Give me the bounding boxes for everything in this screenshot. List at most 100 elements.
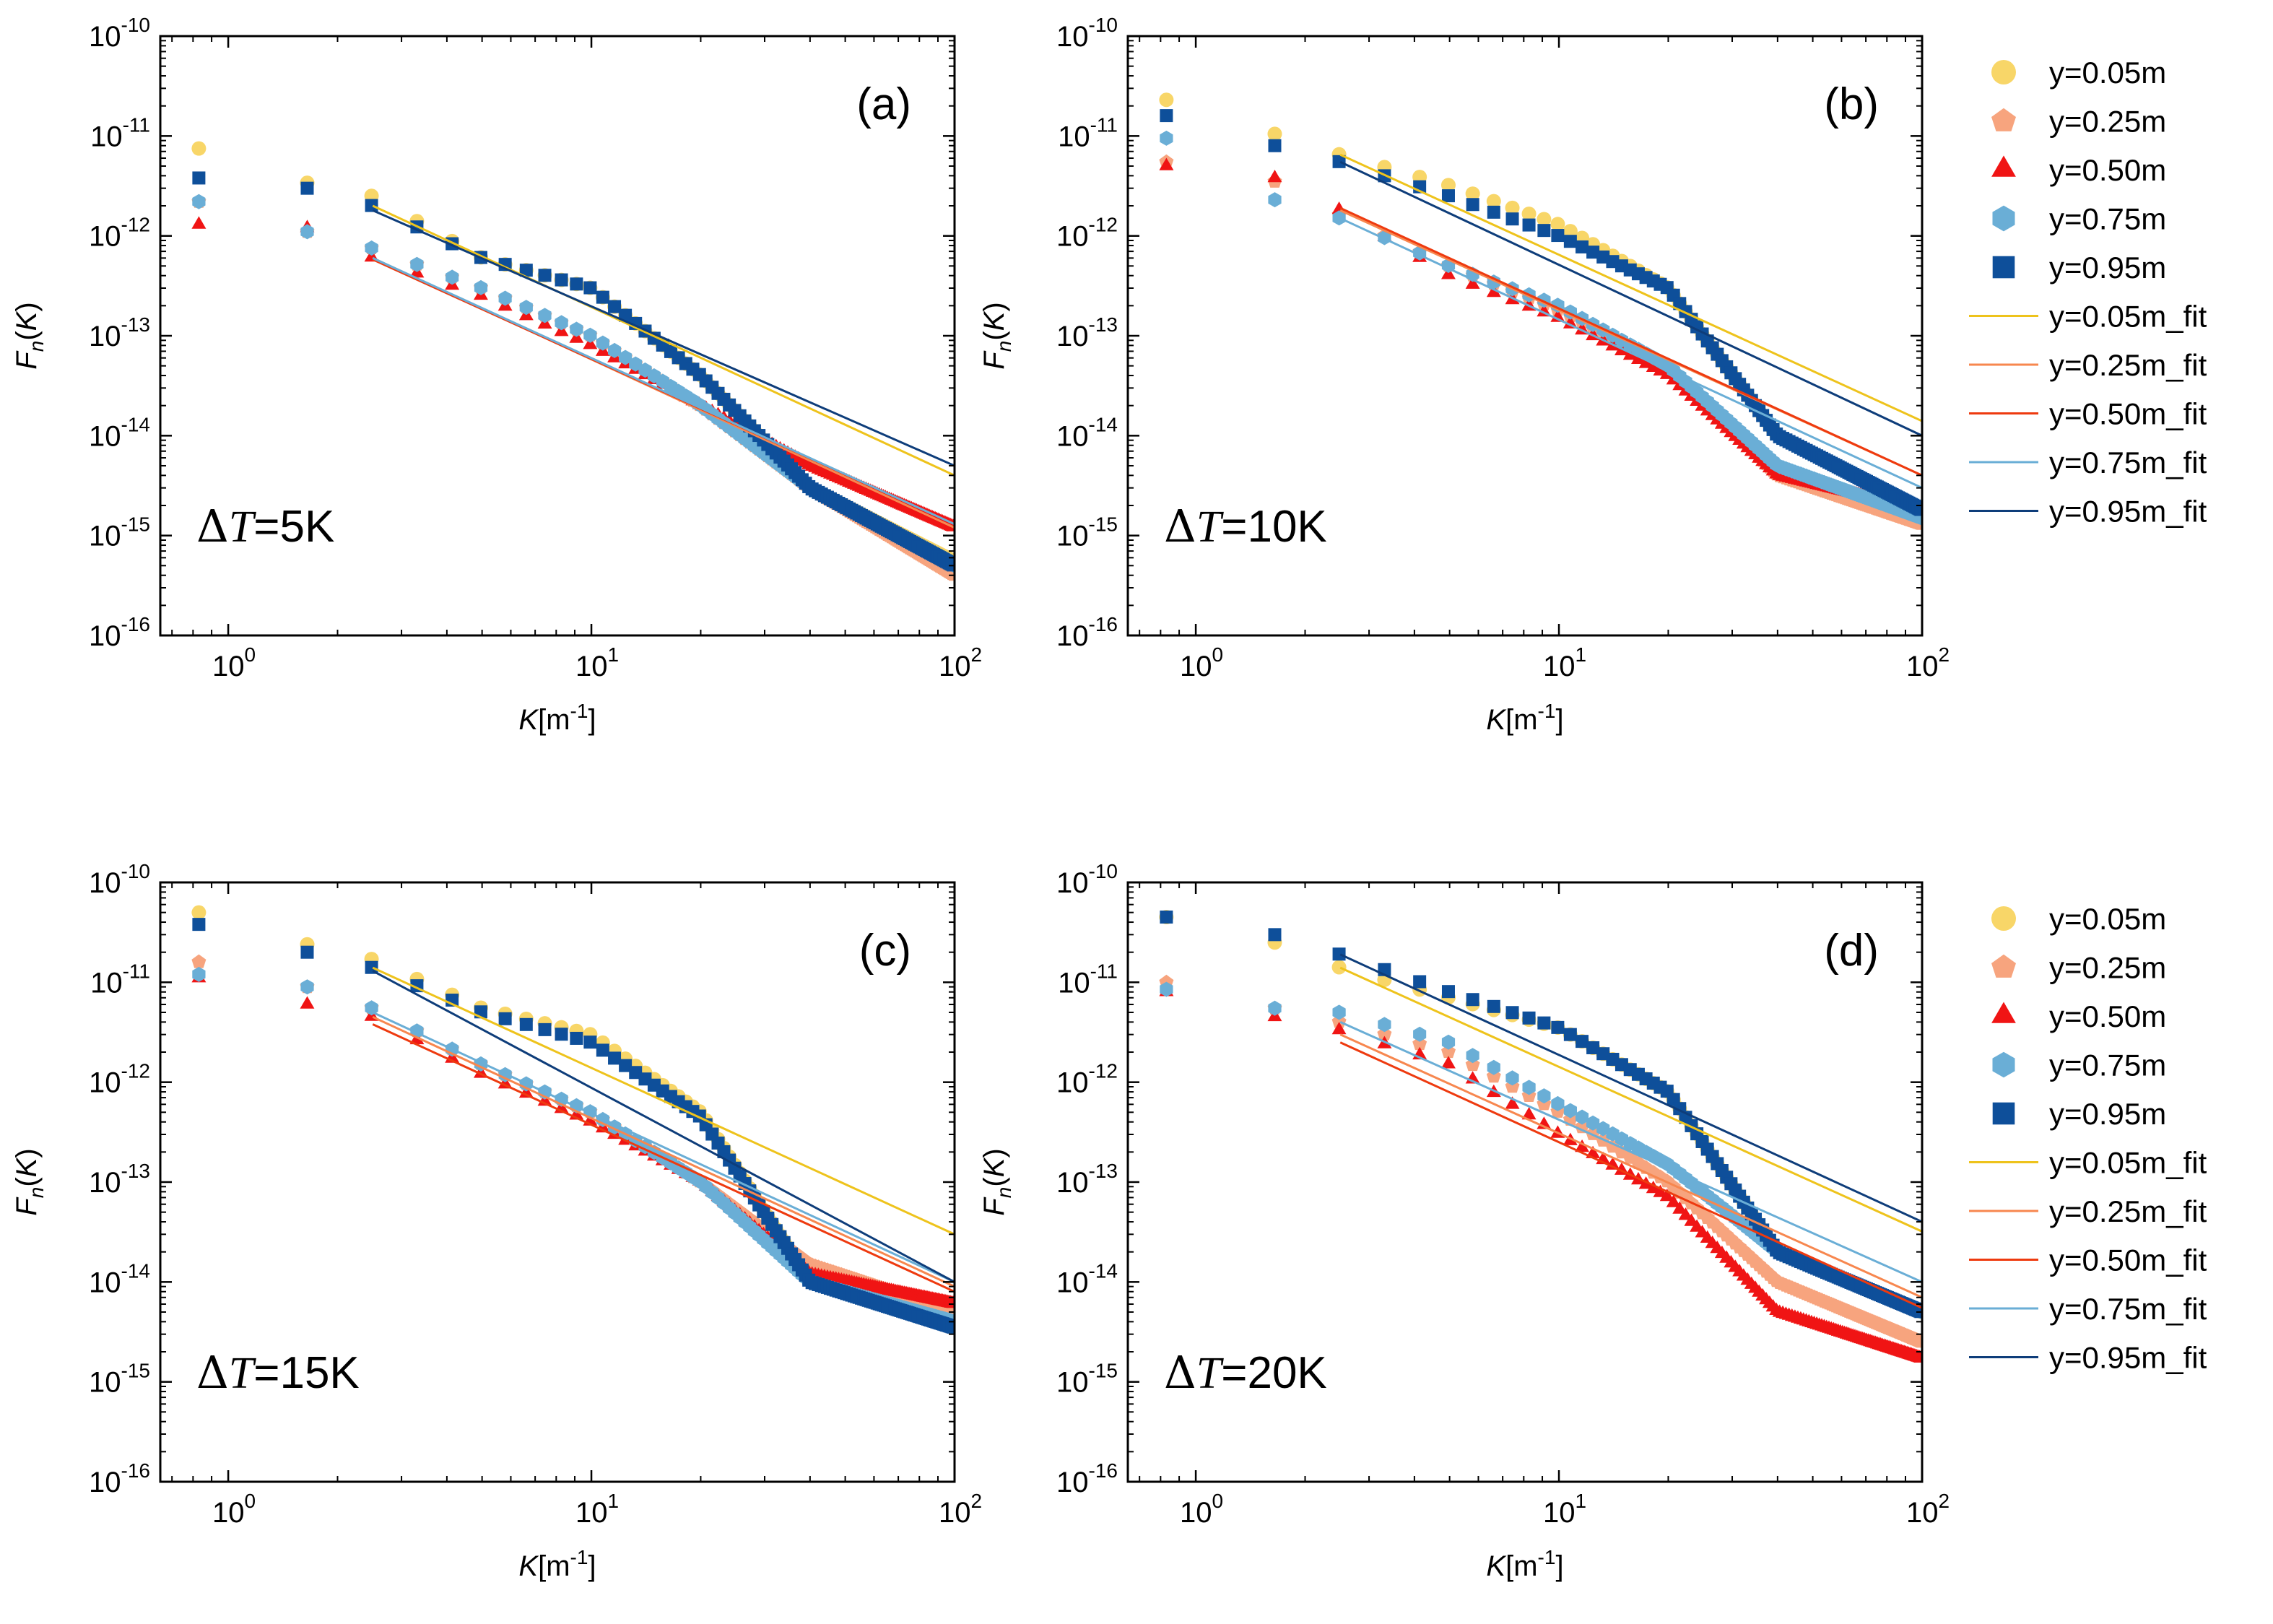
fit-line — [372, 970, 955, 1283]
plot-area — [1159, 909, 1922, 1363]
x-tick-label: 101 — [575, 643, 619, 682]
y-axis-label: Fn(K) — [978, 302, 1015, 369]
data-point — [1522, 1080, 1536, 1095]
x-axis-label: K[m-1] — [518, 700, 596, 736]
legend-label: y=0.50m — [2049, 153, 2166, 187]
data-point — [1551, 1020, 1565, 1034]
legend-marker — [1992, 1051, 2015, 1078]
tick-base: 10 — [1056, 867, 1089, 899]
data-point — [1465, 276, 1480, 289]
data-point — [191, 216, 207, 229]
y-tick-label: 10-15 — [1056, 1360, 1118, 1399]
data-point — [1487, 999, 1500, 1013]
y-tick-label: 10-13 — [89, 313, 150, 352]
data-point — [1551, 229, 1565, 243]
legend: y=0.05m y=0.25m y=0.50m y=0.75m y=0.95m y=0.0… — [1969, 902, 2207, 1375]
data-point — [538, 308, 552, 324]
data-point — [1160, 981, 1173, 997]
y-label-base: F — [11, 1197, 43, 1216]
x-label-unit: [m — [538, 1550, 570, 1582]
data-point — [555, 273, 568, 287]
legend-label: y=0.25m_fit — [2049, 1194, 2207, 1228]
x-label-symbol: K — [1486, 1550, 1507, 1582]
x-tick-label: 100 — [212, 643, 256, 682]
x-label-exponent: -1 — [570, 700, 588, 722]
fit-line — [372, 1023, 955, 1293]
annotation-symbol: T — [1196, 503, 1225, 552]
tick-base: 10 — [89, 1167, 121, 1199]
x-axis-label: K[m-1] — [1486, 700, 1563, 736]
legend-label: y=0.05m_fit — [2049, 300, 2207, 334]
y-label-subscript: n — [25, 341, 48, 352]
y-label-arg: K — [978, 1156, 1010, 1177]
y-tick-label: 10-11 — [90, 960, 150, 999]
data-point — [596, 335, 609, 351]
x-label-close: ] — [1555, 704, 1563, 736]
tick-exponent: -13 — [1089, 313, 1118, 336]
tick-base: 10 — [89, 321, 121, 352]
tick-exponent: -14 — [1089, 413, 1118, 435]
data-point — [1487, 205, 1500, 219]
tick-exponent: -14 — [1089, 1259, 1118, 1282]
fit-line — [372, 204, 955, 477]
data-point — [519, 1017, 533, 1031]
tick-base: 10 — [1180, 1497, 1212, 1529]
data-point — [1159, 157, 1174, 170]
y-tick-label: 10-14 — [1056, 1259, 1118, 1298]
x-label-unit: [m — [1505, 1550, 1537, 1582]
panel-label: (c) — [859, 926, 911, 976]
tick-exponent: 2 — [1938, 643, 1950, 666]
legend-label: y=0.25m_fit — [2049, 348, 2207, 382]
data-point — [946, 1295, 955, 1308]
tick-base: 10 — [89, 21, 121, 53]
tick-base: 10 — [1543, 1497, 1576, 1529]
tick-base: 10 — [89, 521, 121, 552]
delta-t-annotation: ΔT=15K — [196, 1346, 360, 1399]
data-point — [1631, 351, 1646, 364]
data-point — [583, 1035, 597, 1049]
tick-base: 10 — [1056, 1267, 1089, 1298]
tick-base: 10 — [1543, 651, 1576, 682]
y-tick-label: 10-12 — [1056, 214, 1118, 253]
y-label-paren: ( — [11, 1177, 43, 1187]
data-point — [1586, 1115, 1600, 1131]
annotation-value: =15K — [253, 1348, 360, 1398]
tick-exponent: 2 — [970, 643, 982, 666]
panel-label: (a) — [856, 79, 911, 129]
data-point — [619, 308, 633, 322]
y-label-paren: ) — [978, 302, 1010, 311]
data-point — [1267, 170, 1282, 183]
data-point — [1160, 130, 1173, 146]
x-label-exponent: -1 — [1538, 700, 1556, 722]
tick-exponent: -16 — [121, 613, 150, 635]
x-label-symbol: K — [518, 1550, 539, 1582]
x-label-exponent: -1 — [570, 1546, 588, 1568]
legend-label: y=0.05m_fit — [2049, 1146, 2207, 1180]
x-tick-label: 102 — [1906, 643, 1950, 682]
tick-base: 10 — [575, 1497, 608, 1529]
tick-exponent: -11 — [123, 113, 150, 136]
data-point — [300, 979, 314, 995]
data-point — [192, 194, 206, 209]
y-label-paren: ( — [11, 331, 43, 341]
tick-base: 10 — [1056, 321, 1089, 352]
tick-exponent: 2 — [1938, 1490, 1950, 1512]
data-point — [1486, 285, 1501, 298]
x-tick-label: 100 — [1180, 1490, 1223, 1529]
tick-base: 10 — [939, 1497, 971, 1529]
data-point — [1575, 1139, 1589, 1152]
data-point — [608, 300, 622, 313]
data-point — [1646, 1181, 1661, 1194]
data-point — [191, 954, 207, 968]
tick-base: 10 — [939, 651, 971, 682]
legend-marker — [1991, 1002, 2016, 1023]
data-point — [1487, 1059, 1500, 1075]
tick-base: 10 — [1056, 1367, 1089, 1399]
tick-base: 10 — [575, 651, 608, 682]
annotation-delta: Δ — [1164, 1346, 1196, 1399]
y-tick-label: 10-10 — [1056, 860, 1118, 899]
data-point — [1441, 985, 1455, 999]
legend-marker — [1991, 155, 2016, 177]
tick-base: 10 — [89, 1267, 121, 1298]
tick-exponent: 1 — [1576, 1490, 1587, 1512]
